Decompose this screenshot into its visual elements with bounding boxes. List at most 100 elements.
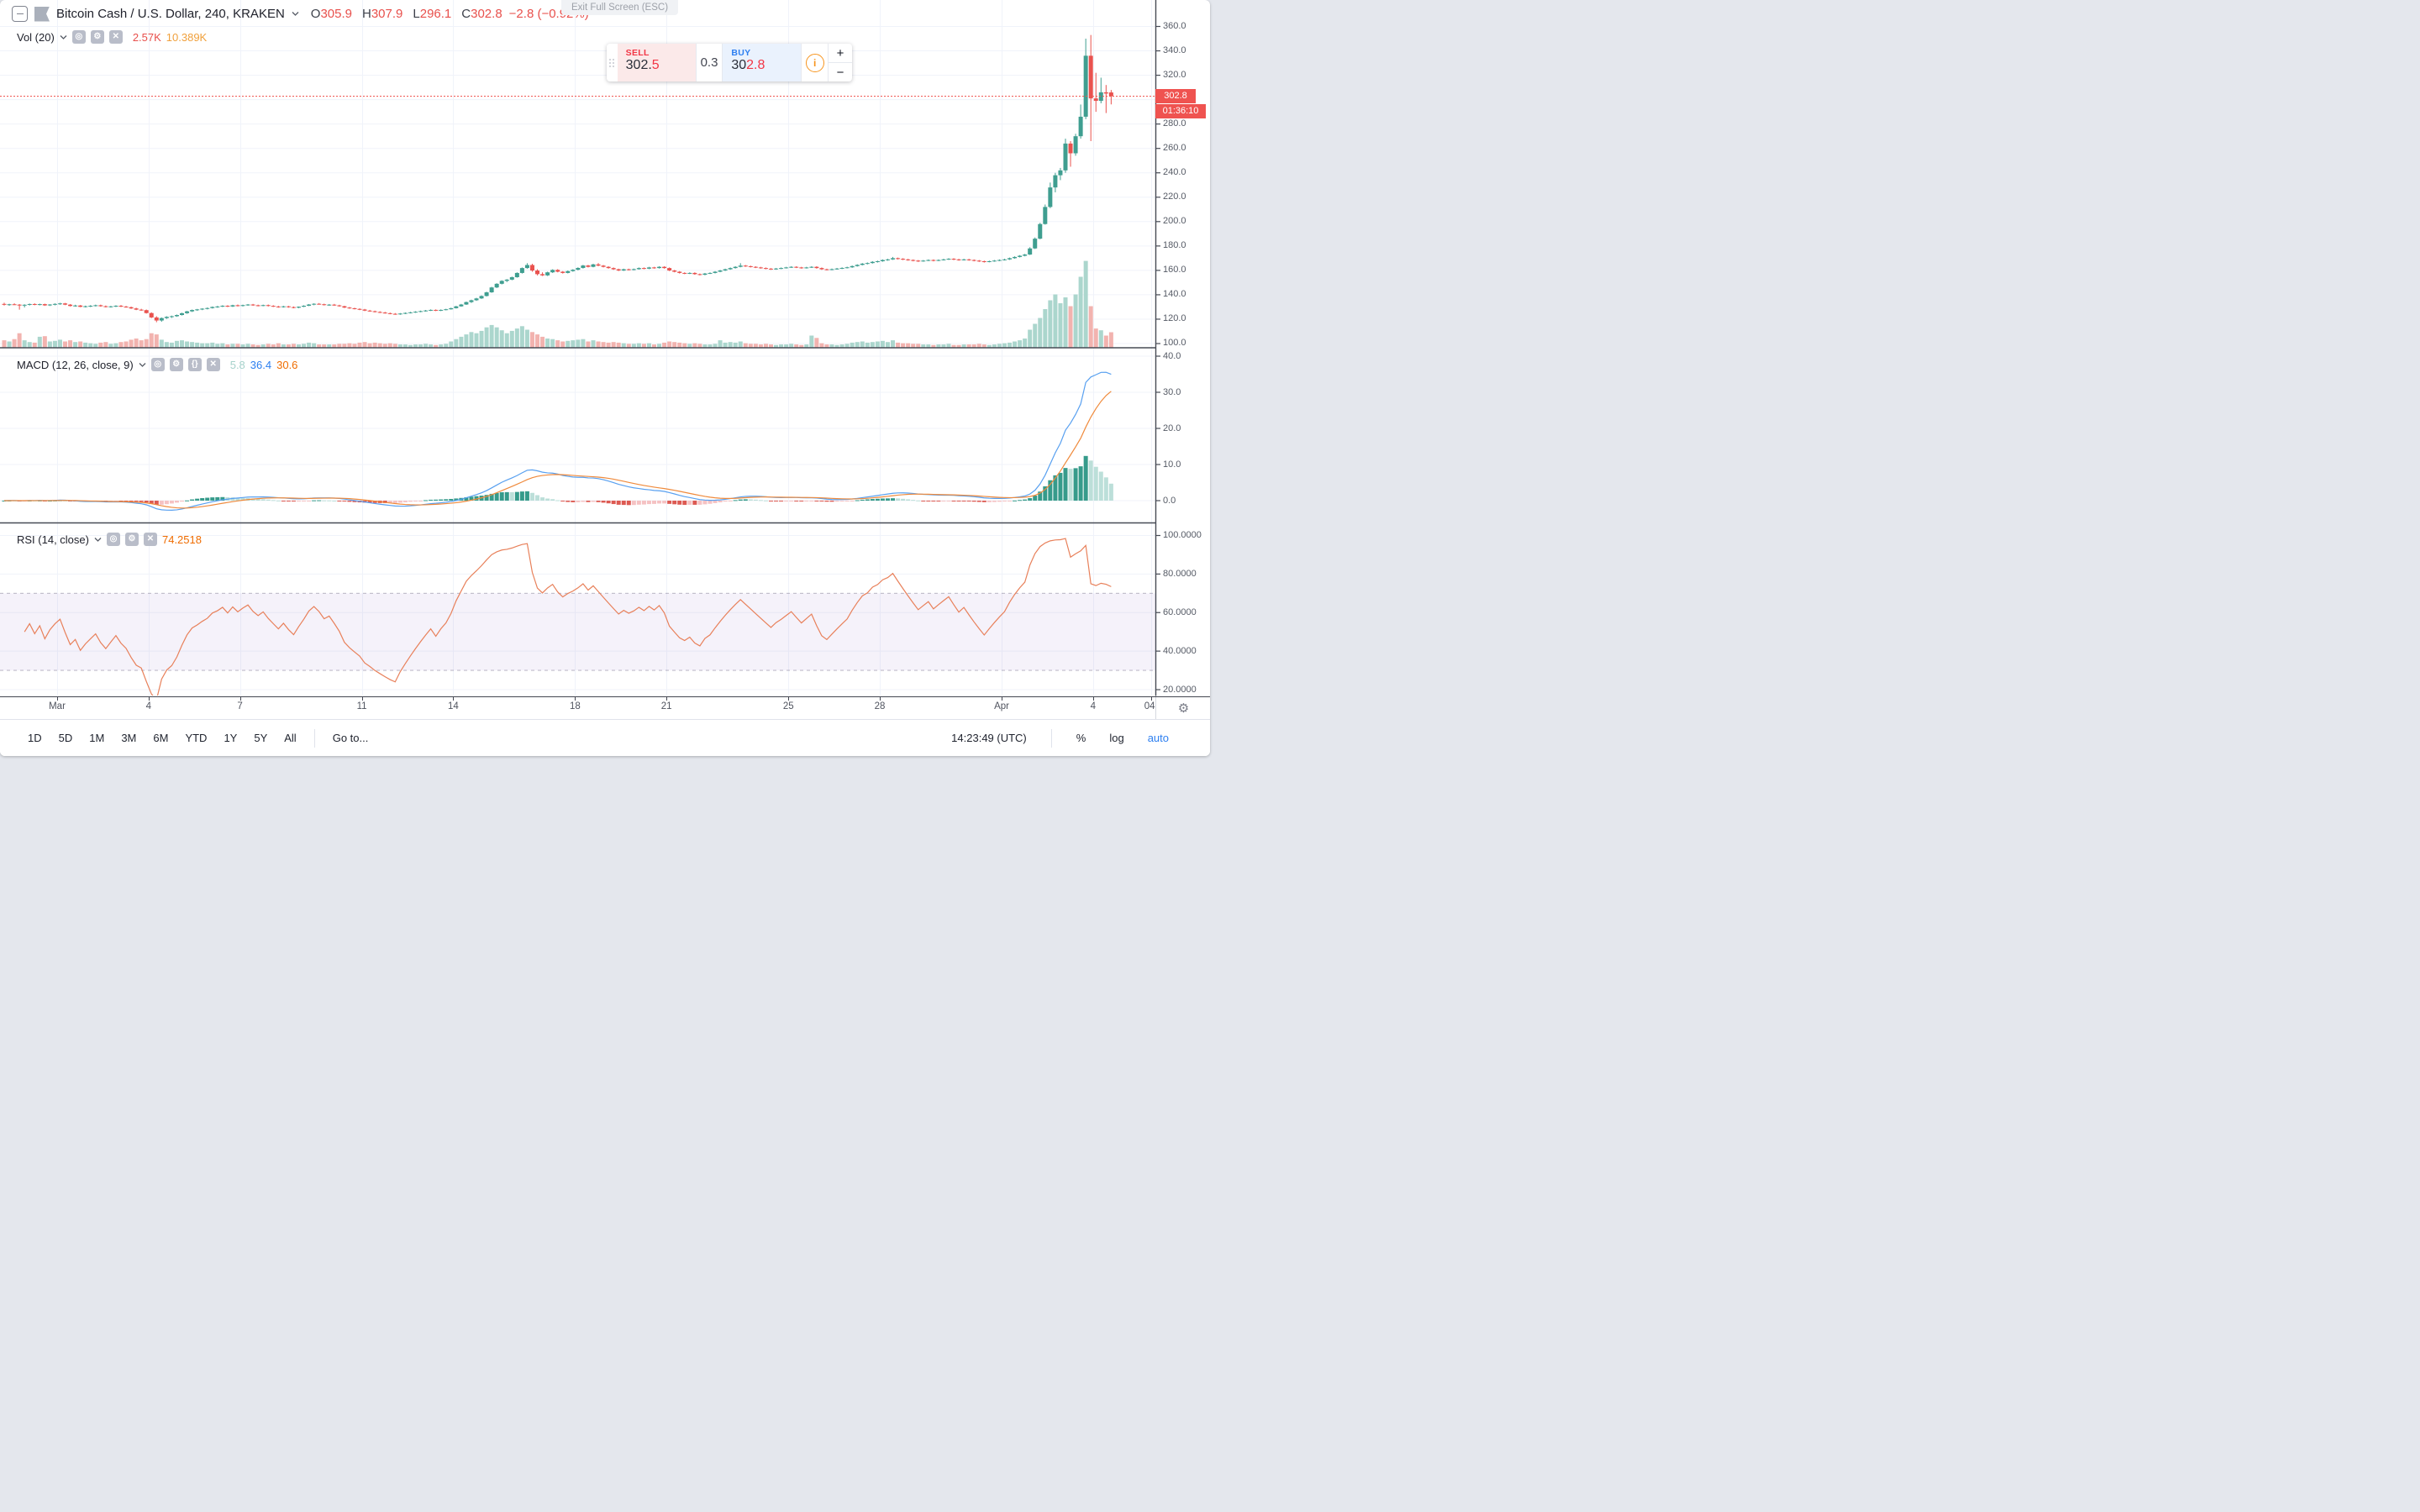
sell-price: 302.5 bbox=[625, 58, 660, 72]
price-axis-label: 200.0 bbox=[1163, 216, 1186, 227]
range-button-1y[interactable]: 1Y bbox=[216, 727, 245, 748]
price-axis-label: 240.0 bbox=[1163, 167, 1186, 178]
indicator-settings-button[interactable]: ⚙ bbox=[169, 358, 183, 371]
auto-scale-button[interactable]: auto bbox=[1140, 727, 1176, 748]
quantity-field[interactable]: 0.3 bbox=[695, 44, 723, 81]
time-axis-label: Apr bbox=[994, 701, 1009, 711]
time-axis-border bbox=[0, 696, 1210, 697]
indicator-settings-button[interactable]: ⚙ bbox=[124, 533, 139, 546]
macd-axis-label: 40.0 bbox=[1163, 350, 1181, 361]
time-tick-mark bbox=[361, 697, 363, 701]
collapse-pane-button[interactable] bbox=[12, 6, 28, 22]
current-price-label: 302.8 bbox=[1155, 89, 1196, 103]
indicator-settings-button[interactable]: ⚙ bbox=[90, 30, 104, 44]
log-scale-button[interactable]: log bbox=[1102, 727, 1131, 748]
rsi-indicator-label[interactable]: RSI (14, close) bbox=[17, 533, 89, 546]
time-tick-mark bbox=[148, 697, 150, 701]
hide-indicator-button[interactable]: ◎ bbox=[106, 533, 120, 546]
macd-line-value: 36.4 bbox=[250, 358, 272, 371]
time-scale[interactable]: Mar 4 7 11 14 18 21 25 28 Apr 4 04: bbox=[0, 697, 1158, 719]
time-tick-mark bbox=[239, 697, 241, 701]
macd-signal-value: 30.6 bbox=[276, 358, 298, 371]
range-button-all[interactable]: All bbox=[276, 727, 303, 748]
exit-fullscreen-tooltip: Exit Full Screen (ESC) bbox=[561, 0, 679, 15]
order-panel-drag-handle[interactable] bbox=[607, 44, 618, 81]
time-tick-mark bbox=[1092, 697, 1094, 701]
drag-dots-icon bbox=[609, 58, 615, 67]
time-tick-mark bbox=[880, 697, 881, 701]
range-button-1m[interactable]: 1M bbox=[82, 727, 112, 748]
hide-indicator-button[interactable]: ◎ bbox=[71, 30, 86, 44]
macd-axis-label: 10.0 bbox=[1163, 459, 1181, 470]
remove-indicator-button[interactable]: ✕ bbox=[143, 533, 157, 546]
volume-value: 2.57K bbox=[132, 30, 161, 44]
price-axis-label: 140.0 bbox=[1163, 289, 1186, 300]
chevron-down-icon bbox=[60, 34, 67, 39]
time-axis-label: 21 bbox=[660, 701, 672, 711]
chevron-down-icon bbox=[139, 362, 146, 367]
time-tick-mark bbox=[57, 697, 58, 701]
time-tick-mark bbox=[788, 697, 790, 701]
time-axis-label: 7 bbox=[237, 701, 243, 711]
sell-label: SELL bbox=[625, 48, 650, 58]
volume-legend: Vol (20) ◎ ⚙ ✕ 2.57K 10.389K bbox=[17, 30, 207, 44]
time-tick-mark bbox=[575, 697, 576, 701]
time-axis-label: 4 bbox=[1090, 701, 1097, 711]
time-axis-label: 04: bbox=[1144, 701, 1158, 711]
rsi-axis-label: 20.0000 bbox=[1163, 684, 1197, 695]
indicator-source-button[interactable]: {} bbox=[187, 358, 202, 371]
price-axis-label: 180.0 bbox=[1163, 240, 1186, 251]
trading-chart-app: Exit Full Screen (ESC) Bitcoin Cash / U.… bbox=[0, 0, 1210, 756]
price-axis-label: 340.0 bbox=[1163, 45, 1186, 56]
order-info-button[interactable]: i bbox=[801, 44, 828, 81]
time-axis-label: 18 bbox=[570, 701, 581, 711]
time-tick-mark bbox=[1150, 697, 1152, 701]
range-button-5y[interactable]: 5Y bbox=[246, 727, 275, 748]
price-scale[interactable]: 360.0 340.0 320.0 280.0 260.0 240.0 220.0 200.0… bbox=[1156, 0, 1210, 696]
goto-date-button[interactable]: Go to... bbox=[325, 727, 376, 748]
range-button-ytd[interactable]: YTD bbox=[177, 727, 214, 748]
remove-indicator-button[interactable]: ✕ bbox=[108, 30, 123, 44]
decrease-quantity-button[interactable]: − bbox=[836, 65, 844, 80]
macd-indicator-label[interactable]: MACD (12, 26, close, 9) bbox=[17, 358, 134, 371]
ohlc-item: H307.9 bbox=[362, 7, 403, 21]
scales-settings-button[interactable]: ⚙ bbox=[1155, 697, 1210, 719]
candle-countdown-label: 01:36:10 bbox=[1155, 104, 1206, 118]
quantity-steppers: + − bbox=[828, 44, 852, 81]
range-button-3m[interactable]: 3M bbox=[113, 727, 144, 748]
price-axis-label: 260.0 bbox=[1163, 143, 1186, 154]
time-axis-label: 14 bbox=[447, 701, 459, 711]
chevron-down-icon bbox=[94, 537, 102, 542]
macd-axis-label: 20.0 bbox=[1163, 423, 1181, 433]
price-axis-label: 120.0 bbox=[1163, 313, 1186, 324]
ohlc-values: O305.9 H307.9 L296.1 C302.8 bbox=[311, 7, 502, 21]
macd-axis-label: 30.0 bbox=[1163, 386, 1181, 397]
price-axis-label: 360.0 bbox=[1163, 21, 1186, 31]
chart-canvas[interactable] bbox=[0, 0, 1210, 696]
rsi-axis-label: 40.0000 bbox=[1163, 645, 1197, 656]
range-button-1d[interactable]: 1D bbox=[20, 727, 50, 748]
buy-button[interactable]: BUY 302.8 bbox=[722, 44, 802, 81]
gear-icon: ⚙ bbox=[1177, 701, 1190, 716]
ohlc-item: L296.1 bbox=[413, 7, 452, 21]
range-button-5d[interactable]: 5D bbox=[51, 727, 81, 748]
price-axis-label: 320.0 bbox=[1163, 70, 1186, 81]
symbol-legend: Bitcoin Cash / U.S. Dollar, 240, KRAKEN … bbox=[12, 6, 589, 22]
remove-indicator-button[interactable]: ✕ bbox=[206, 358, 220, 371]
symbol-title[interactable]: Bitcoin Cash / U.S. Dollar, 240, KRAKEN bbox=[56, 7, 285, 21]
bottom-toolbar: 1D 5D 1M 3M 6M YTD 1Y 5Y All Go to... 14:23:49 (… bbox=[0, 719, 1210, 756]
range-button-6m[interactable]: 6M bbox=[145, 727, 176, 748]
percent-scale-button[interactable]: % bbox=[1069, 727, 1094, 748]
increase-quantity-button[interactable]: + bbox=[829, 44, 852, 63]
volume-indicator-label[interactable]: Vol (20) bbox=[17, 30, 55, 44]
range-buttons: 1D 5D 1M 3M 6M YTD 1Y 5Y All Go to... bbox=[20, 727, 376, 748]
clock-timezone-button[interactable]: 14:23:49 (UTC) bbox=[944, 727, 1034, 748]
chevron-down-icon bbox=[292, 12, 299, 16]
volume-ma-value: 10.389K bbox=[166, 30, 208, 44]
time-axis-label: 4 bbox=[145, 701, 151, 711]
rsi-axis-label: 60.0000 bbox=[1163, 606, 1197, 617]
sell-button[interactable]: SELL 302.5 bbox=[617, 44, 696, 81]
price-axis-label: 280.0 bbox=[1163, 118, 1186, 129]
macd-axis-label: 0.0 bbox=[1163, 495, 1176, 506]
hide-indicator-button[interactable]: ◎ bbox=[150, 358, 165, 371]
